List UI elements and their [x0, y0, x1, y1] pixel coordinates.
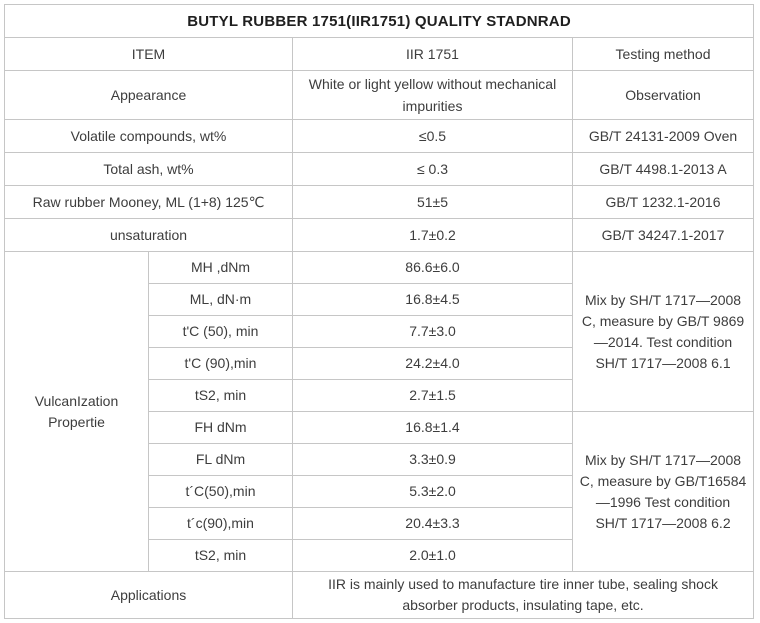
cell-value: ≤ 0.3 [292, 152, 573, 186]
header-row: ITEM IIR 1751 Testing method [4, 37, 755, 71]
cell-method: GB/T 1232.1-2016 [571, 185, 755, 219]
cell-method-block-1: Mix by SH/T 1717—2008 C, measure by GB/T… [571, 251, 755, 412]
cell-item: Total ash, wt% [4, 152, 293, 186]
cell-value: 16.8±1.4 [292, 411, 573, 444]
cell-value: ≤0.5 [292, 119, 573, 153]
table-row-mh: VulcanIzation Propertie MH ,dNm 86.6±6.0… [4, 251, 755, 572]
cell-value: 16.8±4.5 [292, 283, 573, 316]
cell-value: 20.4±3.3 [292, 507, 573, 540]
table-row-ts2-2: tS2, min 2.0±1.0 [5, 539, 754, 572]
cell-subitem: ML, dN·m [148, 283, 293, 316]
cell-value: 3.3±0.9 [292, 443, 573, 476]
cell-method: GB/T 24131-2009 Oven [571, 119, 755, 153]
header-item: ITEM [4, 37, 293, 71]
cell-subitem: tS2, min [148, 379, 293, 412]
vulcanization-group-label: VulcanIzation Propertie [4, 251, 149, 572]
table-row-applications: Applications IIR is mainly used to manuf… [4, 571, 755, 619]
table-row-total-ash: Total ash, wt% ≤ 0.3 GB/T 4498.1-2013 A [4, 152, 755, 186]
applications-label: Applications [4, 571, 293, 619]
cell-subitem: MH ,dNm [148, 251, 293, 284]
title-row: BUTYL RUBBER 1751(IIR1751) QUALITY STADN… [3, 4, 755, 38]
cell-method: GB/T 4498.1-2013 A [571, 152, 755, 186]
cell-item: unsaturation [4, 218, 293, 252]
cell-item: Raw rubber Mooney, ML (1+8) 125℃ [4, 185, 293, 219]
header-method: Testing method [571, 37, 755, 71]
table-row-volatile: Volatile compounds, wt% ≤0.5 GB/T 24131-… [4, 119, 755, 153]
cell-method: Observation [571, 70, 755, 120]
table-row-fl: FL dNm 3.3±0.9 [5, 443, 754, 476]
table-row-tc90: t'C (90),min 24.2±4.0 [5, 347, 754, 380]
cell-subitem: t'C (90),min [148, 347, 293, 380]
cell-subitem: tS2, min [148, 539, 293, 572]
applications-value: IIR is mainly used to manufacture tire i… [291, 571, 755, 619]
cell-subitem: t'C (50), min [148, 315, 293, 348]
cell-subitem: t´C(50),min [148, 475, 293, 508]
cell-subitem: FH dNm [148, 411, 293, 444]
table-row-fh: FH dNm 16.8±1.4 Mix by SH/T 1717—2008 C,… [5, 411, 755, 572]
cell-value: 51±5 [292, 185, 573, 219]
cell-value: White or light yellow without mechanical… [292, 70, 573, 120]
cell-value: 24.2±4.0 [292, 347, 573, 380]
page-title: BUTYL RUBBER 1751(IIR1751) QUALITY STADN… [3, 4, 755, 38]
cell-subitem: FL dNm [148, 443, 293, 476]
cell-value: 2.7±1.5 [292, 379, 573, 412]
table-row-tc50: t'C (50), min 7.7±3.0 [5, 315, 754, 348]
header-product: IIR 1751 [292, 37, 573, 71]
cell-method: GB/T 34247.1-2017 [571, 218, 755, 252]
cell-value: 86.6±6.0 [292, 251, 573, 284]
cell-value: 5.3±2.0 [292, 475, 573, 508]
cell-item: Appearance [4, 70, 293, 120]
table-row-appearance: Appearance White or light yellow without… [4, 70, 755, 120]
table-row-ml: ML, dN·m 16.8±4.5 [5, 283, 754, 316]
cell-value: 1.7±0.2 [292, 218, 573, 252]
table-row-tc50-2: t´C(50),min 5.3±2.0 [5, 475, 754, 508]
table-row-ts2: tS2, min 2.7±1.5 [5, 379, 754, 412]
cell-value: 2.0±1.0 [292, 539, 573, 572]
table-row-unsaturation: unsaturation 1.7±0.2 GB/T 34247.1-2017 [4, 218, 755, 252]
cell-item: Volatile compounds, wt% [4, 119, 293, 153]
cell-value: 7.7±3.0 [292, 315, 573, 348]
cell-subitem: t´c(90),min [148, 507, 293, 540]
quality-standard-table: BUTYL RUBBER 1751(IIR1751) QUALITY STADN… [3, 4, 755, 619]
table-row-mooney: Raw rubber Mooney, ML (1+8) 125℃ 51±5 GB… [4, 185, 755, 219]
cell-method-block-2: Mix by SH/T 1717—2008 C, measure by GB/T… [571, 411, 755, 572]
table-row-tc90-2: t´c(90),min 20.4±3.3 [5, 507, 754, 540]
